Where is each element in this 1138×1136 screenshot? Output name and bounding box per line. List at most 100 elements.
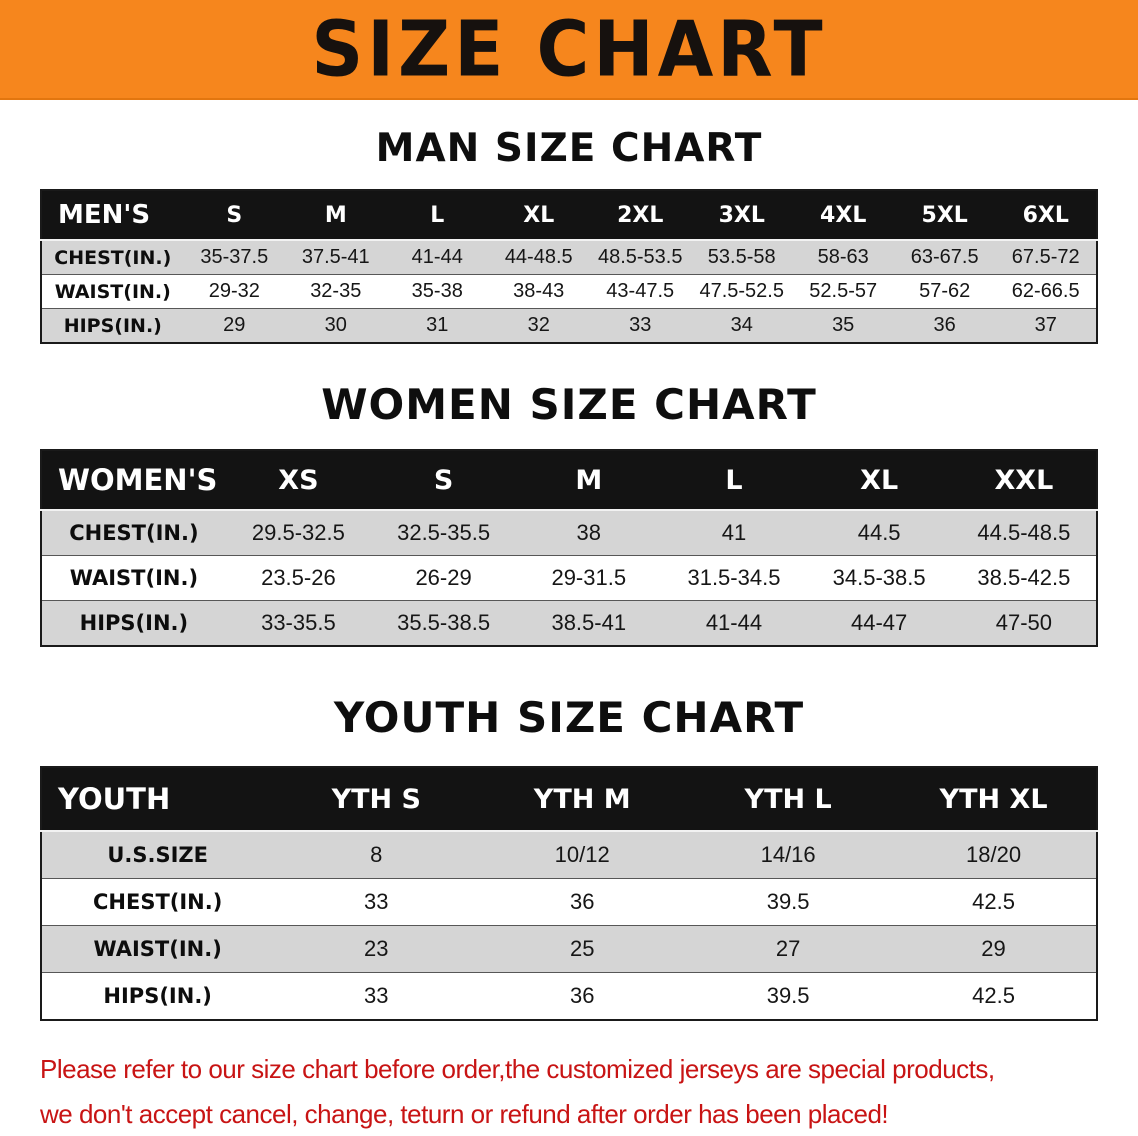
size-value: 63-67.5 — [893, 240, 996, 275]
size-value: 39.5 — [685, 972, 892, 1020]
size-value: 44.5-48.5 — [951, 510, 1097, 556]
size-value: 32 — [488, 308, 590, 343]
table-title: MEN'S — [41, 190, 184, 241]
size-value: 31 — [386, 308, 488, 343]
size-value: 37.5-41 — [285, 240, 387, 275]
youth-size-table-holder: YOUTH YTH S YTH M YTH L YTH XL U.S.SIZE 8 10/12… — [40, 766, 1098, 1021]
table-row: U.S.SIZE 8 10/12 14/16 18/20 — [41, 831, 1097, 879]
size-value: 48.5-53.5 — [589, 240, 691, 275]
size-value: 23.5-26 — [225, 555, 371, 601]
row-label: WAIST(IN.) — [41, 274, 184, 309]
size-value: 32-35 — [285, 274, 387, 309]
size-value: 33 — [273, 972, 480, 1020]
column-header: 5XL — [893, 190, 996, 241]
column-header: XXL — [951, 450, 1097, 511]
header-row: WOMEN'S XS S M L XL XXL — [41, 450, 1097, 511]
column-header: 6XL — [995, 190, 1097, 241]
column-header: YTH M — [479, 767, 686, 832]
size-value: 29 — [183, 308, 286, 343]
size-value: 33 — [273, 878, 480, 926]
table-row: WAIST(IN.) 23.5-26 26-29 29-31.5 31.5-34.5 34… — [41, 555, 1097, 601]
size-value: 36 — [479, 878, 686, 926]
size-value: 42.5 — [891, 878, 1097, 926]
column-header: 2XL — [589, 190, 691, 241]
column-header: S — [183, 190, 286, 241]
womens-size-table-holder: WOMEN'S XS S M L XL XXL CHEST(IN.) 29.5-32.5 32.5… — [40, 449, 1098, 647]
row-label: CHEST(IN.) — [41, 878, 274, 926]
column-header: S — [370, 450, 517, 511]
size-value: 29.5-32.5 — [225, 510, 371, 556]
column-header: 4XL — [792, 190, 894, 241]
size-value: 26-29 — [370, 555, 517, 601]
column-header: 3XL — [690, 190, 793, 241]
size-value: 32.5-35.5 — [370, 510, 517, 556]
size-value: 37 — [995, 308, 1097, 343]
size-value: 34 — [690, 308, 793, 343]
table-title: WOMEN'S — [41, 450, 226, 511]
size-value: 35-38 — [386, 274, 488, 309]
size-value: 38.5-41 — [516, 600, 662, 646]
table-row: CHEST(IN.) 35-37.5 37.5-41 41-44 44-48.5 48.5… — [41, 240, 1097, 275]
header-row: YOUTH YTH S YTH M YTH L YTH XL — [41, 767, 1097, 832]
size-value: 36 — [893, 308, 996, 343]
size-value: 36 — [479, 972, 686, 1020]
table-row: WAIST(IN.) 23 25 27 29 — [41, 925, 1097, 973]
column-header: XL — [488, 190, 590, 241]
size-value: 38 — [516, 510, 662, 556]
column-header: YTH S — [273, 767, 480, 832]
table-row: HIPS(IN.) 33-35.5 35.5-38.5 38.5-41 41-44 44-… — [41, 600, 1097, 646]
size-value: 53.5-58 — [690, 240, 793, 275]
size-value: 62-66.5 — [995, 274, 1097, 309]
size-value: 29 — [891, 925, 1097, 973]
row-label: WAIST(IN.) — [41, 555, 226, 601]
womens-size-section: WOMEN SIZE CHART WOMEN'S XS S M L XL XXL CHEST(… — [0, 380, 1138, 647]
youth-size-table: YOUTH YTH S YTH M YTH L YTH XL U.S.SIZE 8 10/12… — [40, 766, 1098, 1021]
youth-chart-heading: YOUTH SIZE CHART — [333, 693, 805, 742]
size-value: 35.5-38.5 — [370, 600, 517, 646]
size-value: 57-62 — [893, 274, 996, 309]
table-title: YOUTH — [41, 767, 274, 832]
size-value: 31.5-34.5 — [661, 555, 807, 601]
column-header: YTH L — [685, 767, 892, 832]
size-value: 35 — [792, 308, 894, 343]
size-value: 10/12 — [479, 831, 686, 879]
row-label: HIPS(IN.) — [41, 972, 274, 1020]
row-label: WAIST(IN.) — [41, 925, 274, 973]
disclaimer-text: Please refer to our size chart before or… — [40, 1047, 1098, 1136]
womens-chart-heading: WOMEN SIZE CHART — [321, 380, 817, 429]
table-row: HIPS(IN.) 29 30 31 32 33 34 35 36 37 — [41, 308, 1097, 343]
mens-size-table: MEN'S S M L XL 2XL 3XL 4XL 5XL 6XL CHEST(IN.) 35-37… — [40, 189, 1098, 344]
column-header: L — [386, 190, 488, 241]
table-row: CHEST(IN.) 29.5-32.5 32.5-35.5 38 41 44.5 44.5… — [41, 510, 1097, 556]
size-value: 52.5-57 — [792, 274, 894, 309]
size-value: 30 — [285, 308, 387, 343]
table-row: WAIST(IN.) 29-32 32-35 35-38 38-43 43-47.5 47.… — [41, 274, 1097, 309]
column-header: L — [661, 450, 807, 511]
size-value: 14/16 — [685, 831, 892, 879]
size-value: 39.5 — [685, 878, 892, 926]
table-row: HIPS(IN.) 33 36 39.5 42.5 — [41, 972, 1097, 1020]
column-header: XS — [225, 450, 371, 511]
size-value: 34.5-38.5 — [806, 555, 952, 601]
size-value: 43-47.5 — [589, 274, 691, 309]
size-value: 41-44 — [661, 600, 807, 646]
size-value: 42.5 — [891, 972, 1097, 1020]
column-header: M — [516, 450, 662, 511]
size-value: 27 — [685, 925, 892, 973]
size-value: 29-32 — [183, 274, 286, 309]
row-label: U.S.SIZE — [41, 831, 274, 879]
size-value: 33-35.5 — [225, 600, 371, 646]
size-value: 44-47 — [806, 600, 952, 646]
size-value: 44-48.5 — [488, 240, 590, 275]
mens-size-section: MAN SIZE CHART MEN'S S M L XL 2XL 3XL 4XL 5XL 6XL… — [0, 126, 1138, 344]
size-value: 44.5 — [806, 510, 952, 556]
youth-size-section: YOUTH SIZE CHART YOUTH YTH S YTH M YTH L YTH… — [0, 693, 1138, 1021]
size-value: 58-63 — [792, 240, 894, 275]
row-label: HIPS(IN.) — [41, 600, 226, 646]
size-value: 35-37.5 — [183, 240, 286, 275]
row-label: CHEST(IN.) — [41, 510, 226, 556]
womens-size-table: WOMEN'S XS S M L XL XXL CHEST(IN.) 29.5-32.5 32.5… — [40, 449, 1098, 647]
size-value: 33 — [589, 308, 691, 343]
size-value: 47.5-52.5 — [690, 274, 793, 309]
